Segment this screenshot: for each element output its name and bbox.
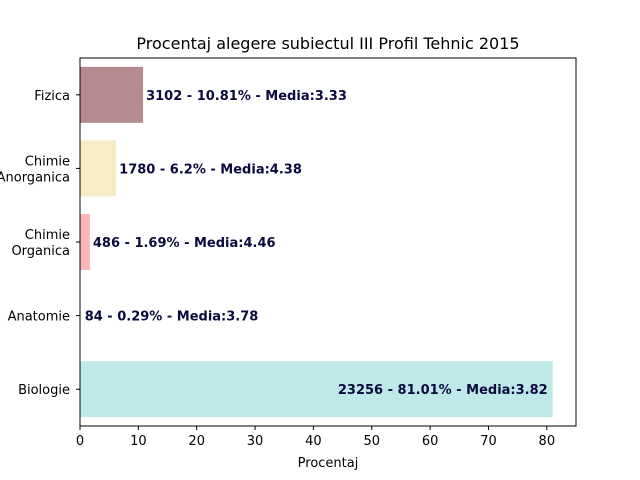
x-tick-label: 60 bbox=[422, 434, 439, 449]
x-tick-label: 30 bbox=[247, 434, 264, 449]
y-tick-label-line: Chimie bbox=[25, 228, 70, 243]
y-tick-label-line: Organica bbox=[11, 244, 70, 259]
x-tick-label: 70 bbox=[480, 434, 497, 449]
x-tick-label: 0 bbox=[76, 434, 84, 449]
y-tick-label-line: Fizica bbox=[34, 89, 70, 104]
y-tick-label-line: Anatomie bbox=[8, 310, 70, 325]
x-axis-label: Procentaj bbox=[298, 456, 359, 471]
data-labels-group: 3102 - 10.81% - Media:3.33 1780 - 6.2% - … bbox=[85, 89, 548, 398]
y-tick-label-line: Anorganica bbox=[0, 170, 70, 185]
bar bbox=[80, 214, 90, 270]
x-tick-label: 10 bbox=[130, 434, 147, 449]
data-label: 84 - 0.29% - Media:3.78 bbox=[85, 310, 259, 325]
y-tick-label-line: Chimie bbox=[25, 154, 70, 169]
x-tick-label: 80 bbox=[539, 434, 556, 449]
chart-title: Procentaj alegere subiectul III Profil T… bbox=[136, 34, 519, 53]
data-label: 23256 - 81.01% - Media:3.82 bbox=[338, 383, 548, 398]
y-tick-label: Chimie Organica bbox=[11, 228, 70, 259]
bars-group bbox=[80, 66, 553, 418]
x-tick-label: 40 bbox=[305, 434, 322, 449]
y-tick-label: Biologie bbox=[18, 383, 70, 398]
bar bbox=[80, 287, 82, 344]
x-axis: 0 10 20 30 40 50 60 70 80 bbox=[76, 426, 555, 449]
data-label: 3102 - 10.81% - Media:3.33 bbox=[146, 89, 347, 104]
y-tick-label: Anatomie bbox=[8, 310, 70, 325]
bar bbox=[80, 66, 144, 123]
bar bbox=[80, 140, 117, 197]
data-label: 486 - 1.69% - Media:4.46 bbox=[93, 236, 276, 251]
x-tick-label: 20 bbox=[188, 434, 205, 449]
bar bbox=[80, 361, 553, 418]
y-tick-label: Chimie Anorganica bbox=[0, 154, 70, 185]
y-tick-label: Fizica bbox=[34, 89, 70, 104]
y-tick-label-line: Biologie bbox=[18, 383, 70, 398]
data-label: 1780 - 6.2% - Media:4.38 bbox=[119, 162, 302, 177]
x-tick-label: 50 bbox=[363, 434, 380, 449]
